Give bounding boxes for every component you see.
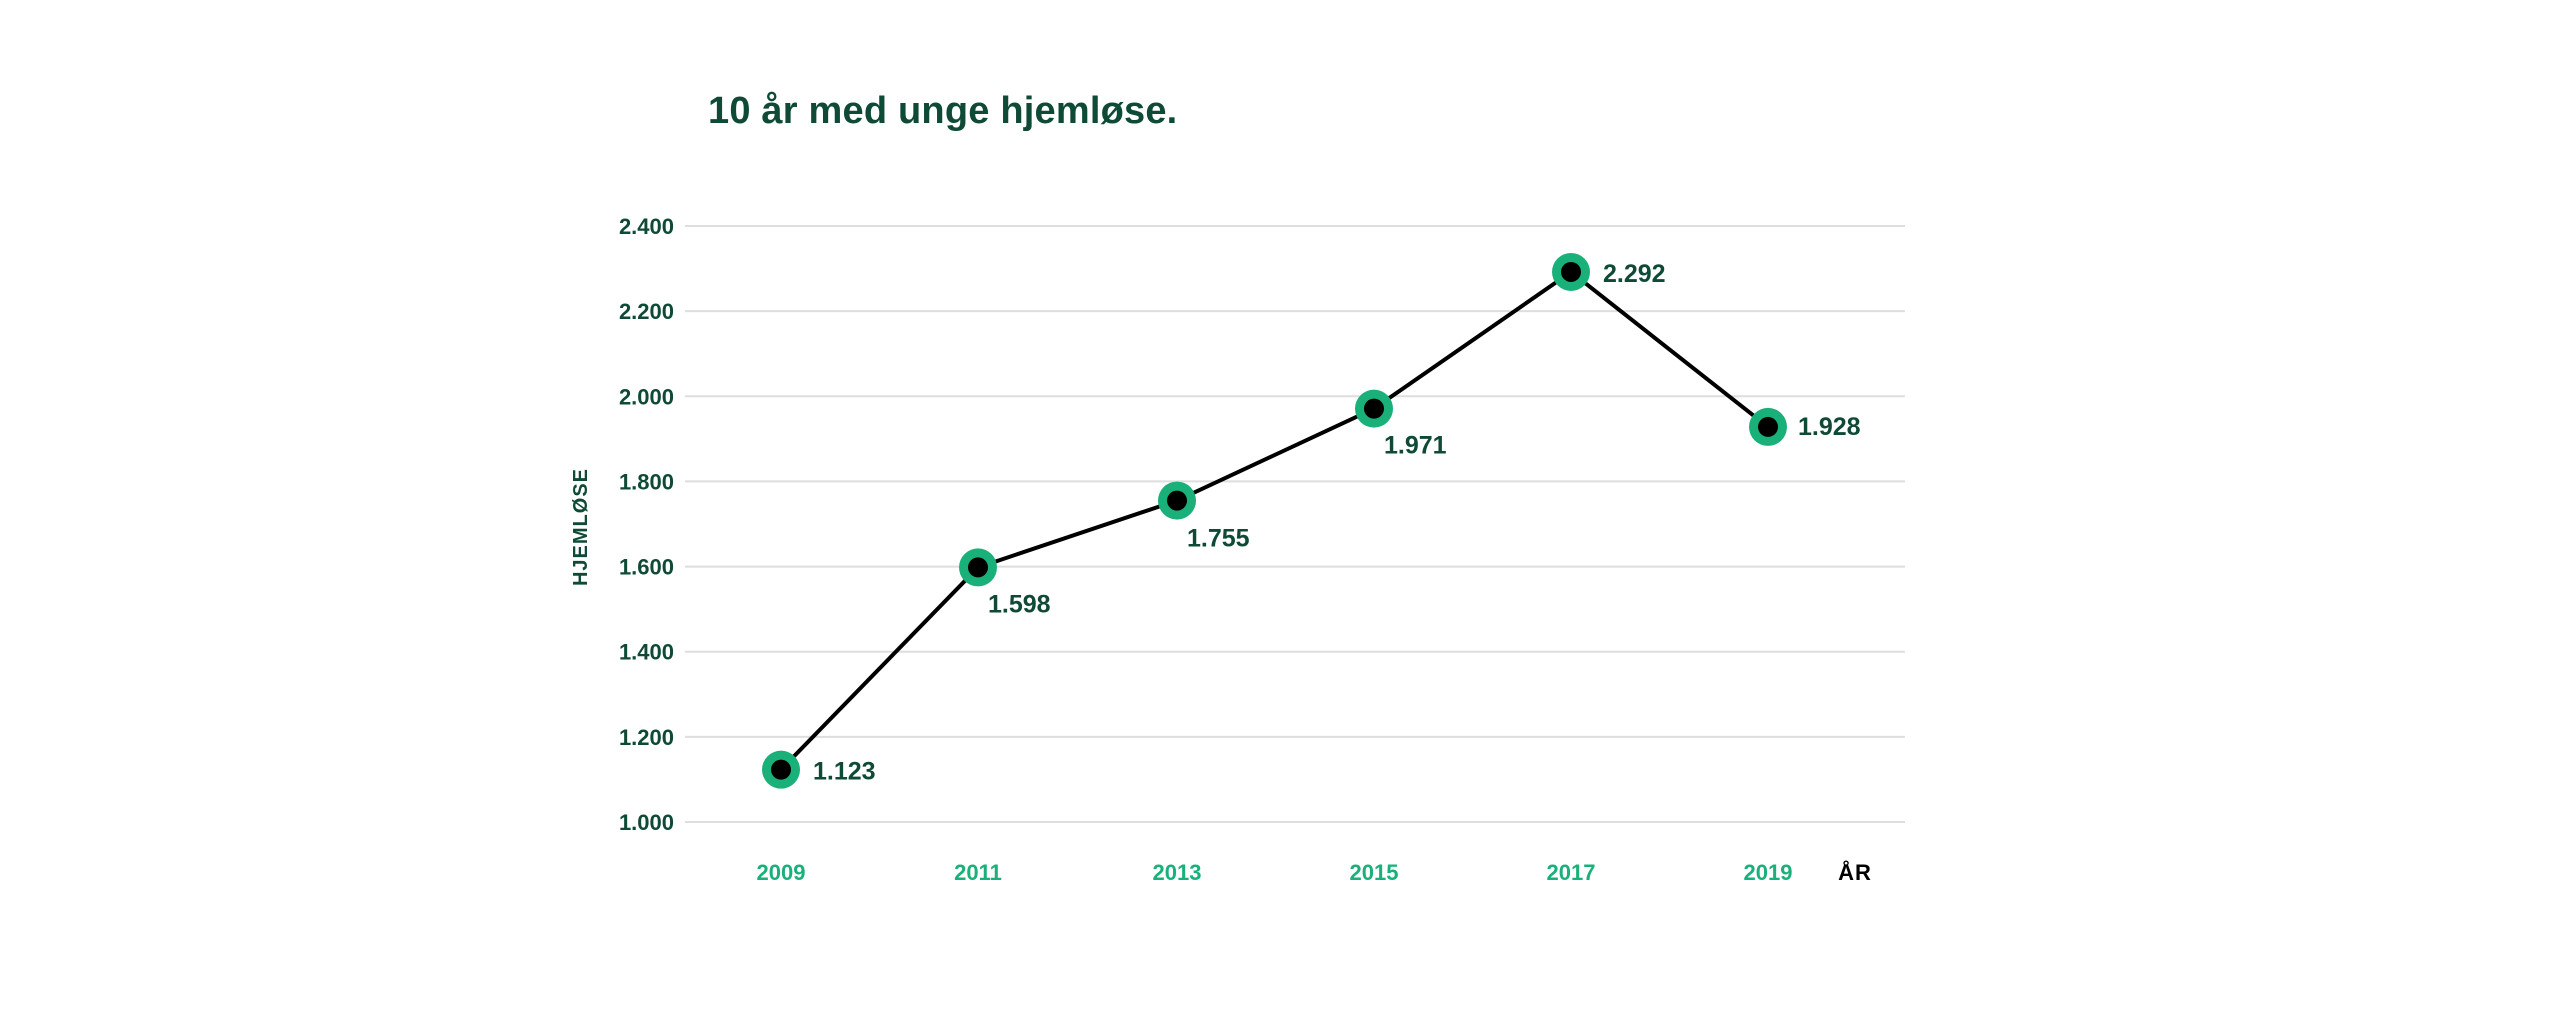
y-tick-label: 2.000	[619, 384, 674, 409]
y-tick-label: 2.400	[619, 214, 674, 239]
data-point	[762, 750, 800, 789]
y-tick-label: 2.200	[619, 299, 674, 324]
data-point	[959, 548, 997, 587]
x-tick-label: 2015	[1350, 860, 1399, 885]
y-tick-label: 1.400	[619, 640, 674, 665]
x-axis-ticks: 2009 2011 2013 2015 2017 2019	[757, 860, 1793, 885]
x-tick-label: 2013	[1153, 860, 1202, 885]
data-markers	[762, 252, 1787, 789]
data-point	[1552, 252, 1590, 291]
data-labels: 1.123 1.598 1.755 1.971 2.292 1.928	[813, 260, 1861, 786]
data-label: 1.123	[813, 758, 876, 786]
series-line	[779, 269, 1770, 772]
data-label: 1.598	[988, 590, 1051, 618]
x-axis-label: ÅR	[1838, 859, 1872, 885]
x-tick-label: 2011	[954, 860, 1002, 885]
data-point-center	[1758, 416, 1778, 437]
data-point	[1158, 481, 1196, 520]
y-tick-label: 1.600	[619, 555, 674, 580]
y-axis-label: HJEMLØSE	[570, 468, 592, 586]
data-label: 1.971	[1384, 432, 1447, 460]
y-tick-label: 1.000	[619, 810, 674, 835]
data-point-center	[1167, 490, 1187, 511]
y-tick-label: 1.200	[619, 725, 674, 750]
y-tick-label: 1.800	[619, 469, 674, 494]
data-label: 1.755	[1187, 525, 1250, 553]
data-point	[1355, 389, 1393, 428]
x-tick-label: 2017	[1547, 860, 1596, 885]
gridlines	[685, 225, 1905, 823]
series-line-layer	[779, 269, 1770, 772]
data-label: 1.928	[1798, 413, 1861, 441]
data-point-center	[771, 759, 791, 780]
chart-title: 10 år med unge hjemløse.	[708, 90, 1178, 132]
data-label: 2.292	[1603, 260, 1666, 288]
data-point-center	[1561, 261, 1581, 282]
data-point	[1749, 407, 1787, 446]
x-tick-label: 2019	[1744, 860, 1793, 885]
y-axis-ticks: 1.000 1.200 1.400 1.600 1.800 2.000 2.200 2.400	[619, 214, 674, 835]
data-point-center	[968, 557, 988, 578]
x-tick-label: 2009	[757, 860, 806, 885]
data-point-center	[1364, 398, 1384, 419]
